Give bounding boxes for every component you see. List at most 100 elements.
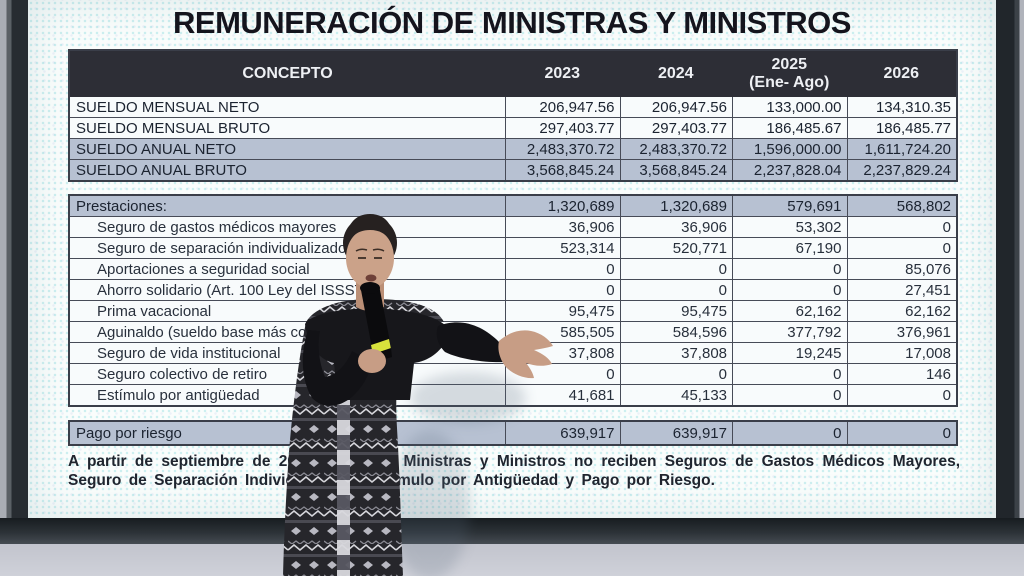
arm-left [302, 330, 372, 406]
row-value: 579,691 [732, 196, 847, 216]
dress-placket [337, 396, 350, 576]
row-value: 0 [846, 238, 957, 258]
row-value: 37,808 [619, 343, 732, 363]
benefits-table: Prestaciones: 1,320,689 1,320,689 579,691 56… [68, 194, 958, 407]
row-value: 0 [505, 259, 619, 279]
row-value: 0 [732, 385, 846, 405]
row-value: 67,190 [732, 238, 846, 258]
row-value: 206,947.56 [505, 97, 620, 117]
row-label: SUELDO MENSUAL NETO [76, 98, 260, 116]
row-value: 0 [846, 385, 957, 405]
row-label: SUELDO MENSUAL BRUTO [76, 119, 271, 137]
row-label: SUELDO ANUAL BRUTO [76, 161, 247, 179]
screen-bezel-bottom [0, 518, 1024, 544]
row-label: Seguro colectivo de retiro [97, 365, 268, 383]
row-value: 85,076 [846, 259, 957, 279]
presenter-shadow [390, 372, 526, 576]
row-value: 134,310.35 [846, 97, 957, 117]
row-value: 0 [732, 280, 846, 300]
row-value: 568,802 [846, 196, 957, 216]
row-value: 585,505 [505, 322, 619, 342]
arm-extended [436, 322, 507, 363]
row-value: 95,475 [505, 301, 619, 321]
header-cell: 2025 (Ene- Ago) [749, 56, 830, 91]
row-value: 0 [505, 364, 619, 384]
face [346, 228, 394, 288]
row-label: Seguro de vida institucional [97, 344, 281, 362]
row-value: 2,237,828.04 [732, 160, 847, 180]
row-value: 186,485.67 [732, 118, 847, 138]
row-value: 2,237,829.24 [846, 160, 957, 180]
row-label: SUELDO ANUAL NETO [76, 140, 237, 158]
row-label: Seguro de separación individualizado [97, 239, 347, 257]
header-cell: 2024 [657, 65, 694, 82]
row-value: 53,302 [732, 217, 846, 237]
row-value: 62,162 [846, 301, 957, 321]
face-features [355, 248, 385, 259]
row-value: 584,596 [619, 322, 732, 342]
row-value: 0 [619, 364, 732, 384]
row-label: Aportaciones a seguridad social [97, 260, 310, 278]
table-row: SUELDO ANUAL NETO 2,483,370.72 2,483,370.7… [70, 138, 956, 159]
row-value: 3,568,845.24 [505, 160, 620, 180]
table-row: SUELDO ANUAL BRUTO 3,568,845.24 3,568,845.… [70, 159, 956, 180]
row-label: Prestaciones: [76, 197, 167, 215]
header-cell: 2023 [544, 65, 581, 82]
table-row: Prestaciones: 1,320,689 1,320,689 579,691 56… [70, 196, 956, 216]
row-value: 62,162 [732, 301, 846, 321]
header-cell: 2026 [883, 65, 920, 82]
row-value: 297,403.77 [505, 118, 620, 138]
row-value: 133,000.00 [732, 97, 847, 117]
row-value: 17,008 [846, 343, 957, 363]
row-label: Prima vacacional [97, 302, 212, 320]
row-label: Estímulo por antigüedad [97, 386, 260, 404]
presenter-figure [283, 214, 553, 576]
row-value: 639,917 [619, 422, 733, 444]
row-value: 19,245 [732, 343, 846, 363]
hand-mic [358, 349, 386, 373]
row-value: 0 [732, 364, 846, 384]
wall [0, 544, 1024, 576]
table-row: SUELDO MENSUAL BRUTO 297,403.77 297,403.77… [70, 117, 956, 138]
table-row: Prima vacacional 95,475 95,475 62,162 62,162 [70, 300, 956, 321]
screen-bezel-right [996, 0, 1024, 545]
row-label: Seguro de gastos médicos mayores [97, 218, 337, 236]
table-row: SUELDO MENSUAL NETO 206,947.56 206,947.56 1… [70, 97, 956, 117]
row-value: 0 [619, 259, 732, 279]
row-label: Pago por riesgo [76, 424, 182, 442]
dress [283, 299, 444, 576]
row-value: 1,611,724.20 [846, 139, 957, 159]
header-cell: CONCEPTO [242, 65, 333, 82]
row-value: 27,451 [846, 280, 957, 300]
salary-table: CONCEPTO 2023 2024 2025 (Ene- Ago) 2026 SUEL… [68, 49, 958, 182]
row-value: 377,792 [732, 322, 846, 342]
row-value: 0 [732, 259, 846, 279]
screen-bezel-left [0, 0, 28, 538]
table-row: Aportaciones a seguridad social 0 0 0 85,076 [70, 258, 956, 279]
row-value: 1,320,689 [619, 196, 733, 216]
row-value: 186,485.77 [846, 118, 957, 138]
row-value: 0 [732, 422, 847, 444]
row-value: 297,403.77 [619, 118, 733, 138]
row-label: Ahorro solidario (Art. 100 Ley del ISSST… [97, 281, 379, 299]
row-value: 3,568,845.24 [619, 160, 733, 180]
row-value: 206,947.56 [619, 97, 733, 117]
slide-title: REMUNERACIÓN DE MINISTRAS Y MINISTROS [173, 5, 851, 40]
row-value: 1,320,689 [505, 196, 620, 216]
row-value: 0 [619, 280, 732, 300]
table-header: CONCEPTO 2023 2024 2025 (Ene- Ago) 2026 [70, 51, 956, 97]
row-value: 95,475 [619, 301, 732, 321]
row-value: 36,906 [619, 217, 732, 237]
row-value: 36,906 [505, 217, 619, 237]
row-value: 45,133 [619, 385, 732, 405]
row-value: 2,483,370.72 [505, 139, 620, 159]
mouth [365, 274, 377, 282]
row-value: 146 [846, 364, 957, 384]
table-row: Seguro de separación individualizado 523,… [70, 237, 956, 258]
hair-front [345, 214, 395, 252]
row-value: 1,596,000.00 [732, 139, 847, 159]
row-value: 639,917 [505, 422, 620, 444]
row-value: 0 [846, 422, 957, 444]
row-value: 2,483,370.72 [619, 139, 733, 159]
